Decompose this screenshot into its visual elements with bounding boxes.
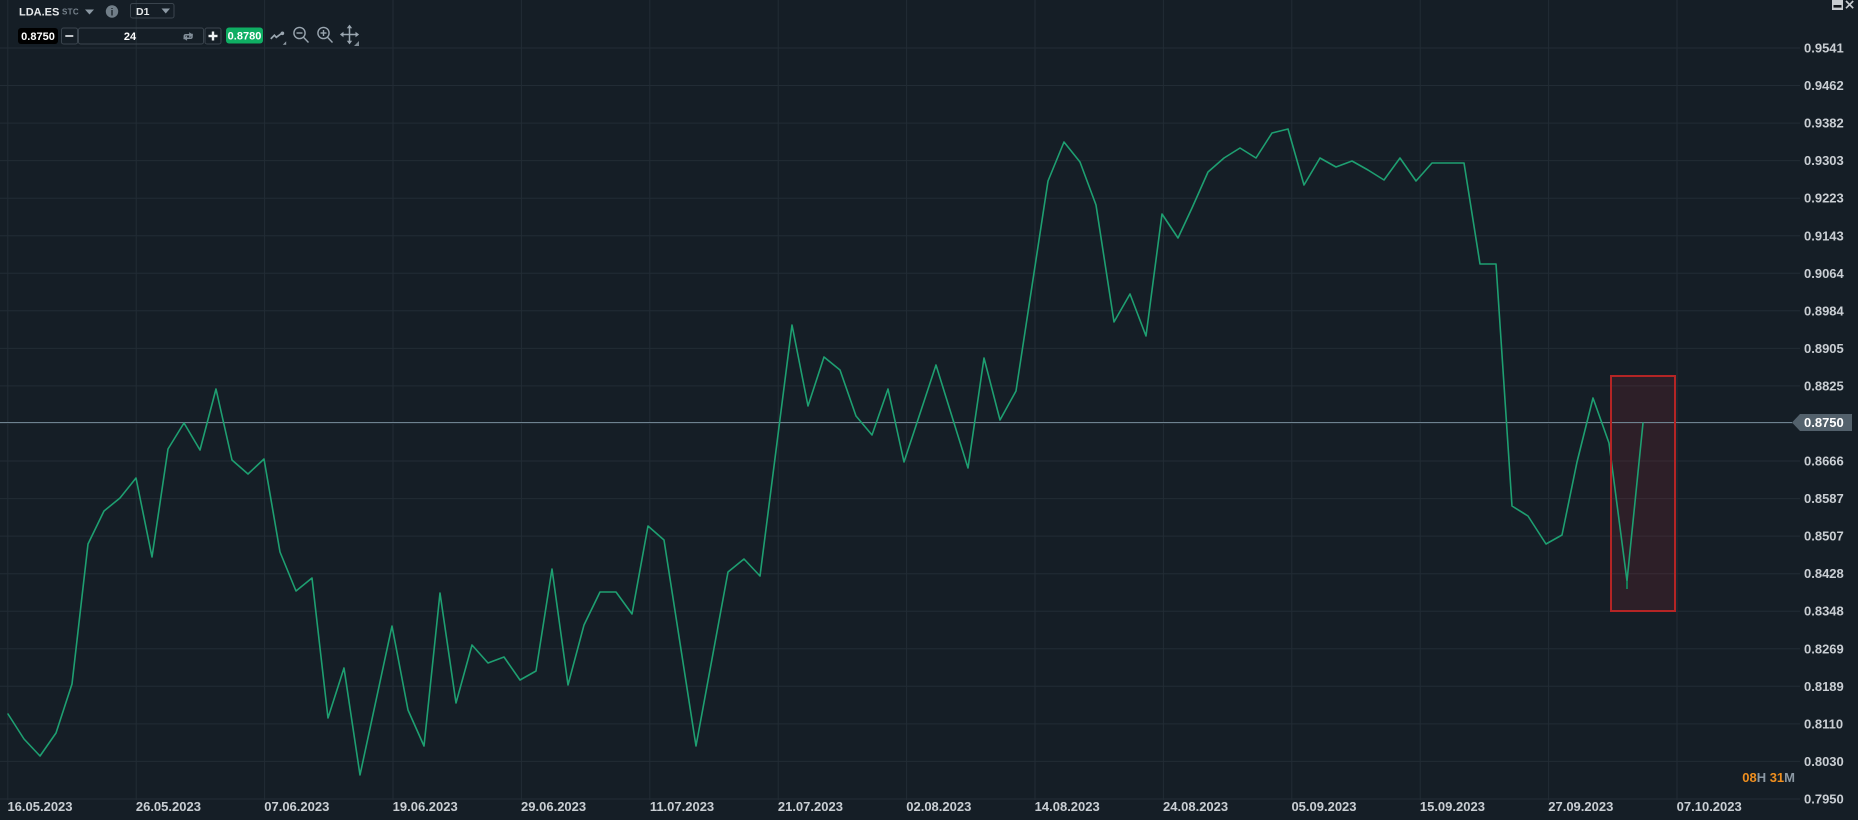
svg-text:0.8780: 0.8780: [228, 31, 262, 43]
svg-text:29.06.2023: 29.06.2023: [521, 799, 586, 814]
svg-text:0.8587: 0.8587: [1804, 491, 1844, 506]
svg-text:0.8905: 0.8905: [1804, 341, 1844, 356]
svg-text:0.8110: 0.8110: [1804, 716, 1843, 731]
svg-text:0.8030: 0.8030: [1804, 754, 1844, 769]
svg-text:0.9064: 0.9064: [1804, 266, 1845, 281]
svg-text:0.8348: 0.8348: [1804, 604, 1844, 619]
svg-text:0.8428: 0.8428: [1804, 566, 1844, 581]
svg-text:0.8750: 0.8750: [21, 31, 55, 43]
svg-text:LDA.ES: LDA.ES: [19, 7, 59, 19]
svg-text:11.07.2023: 11.07.2023: [650, 799, 714, 814]
svg-text:27.09.2023: 27.09.2023: [1548, 799, 1613, 814]
svg-text:24: 24: [124, 31, 137, 43]
svg-text:i: i: [111, 8, 114, 19]
svg-text:D1: D1: [136, 6, 150, 18]
svg-text:14.08.2023: 14.08.2023: [1035, 799, 1100, 814]
svg-text:07.06.2023: 07.06.2023: [264, 799, 329, 814]
svg-text:0.8984: 0.8984: [1804, 303, 1845, 318]
svg-text:07.10.2023: 07.10.2023: [1677, 799, 1742, 814]
svg-text:21.07.2023: 21.07.2023: [778, 799, 843, 814]
svg-text:16.05.2023: 16.05.2023: [7, 799, 72, 814]
svg-text:0.8666: 0.8666: [1804, 454, 1844, 469]
svg-text:0.9223: 0.9223: [1804, 191, 1844, 206]
svg-text:02.08.2023: 02.08.2023: [906, 799, 971, 814]
svg-text:STC: STC: [62, 8, 79, 17]
svg-text:0.8507: 0.8507: [1804, 529, 1844, 544]
svg-text:08H 31M: 08H 31M: [1742, 770, 1795, 785]
svg-text:19.06.2023: 19.06.2023: [393, 799, 458, 814]
svg-text:15.09.2023: 15.09.2023: [1420, 799, 1485, 814]
svg-text:0.8825: 0.8825: [1804, 378, 1844, 393]
svg-text:0.9382: 0.9382: [1804, 116, 1844, 131]
svg-text:0.9541: 0.9541: [1804, 41, 1844, 56]
svg-text:0.9462: 0.9462: [1804, 78, 1844, 93]
svg-text:0.8189: 0.8189: [1804, 679, 1844, 694]
svg-text:0.8269: 0.8269: [1804, 641, 1844, 656]
svg-text:26.05.2023: 26.05.2023: [136, 799, 201, 814]
svg-text:0.8750: 0.8750: [1804, 415, 1844, 430]
svg-text:0.9143: 0.9143: [1804, 228, 1844, 243]
svg-text:05.09.2023: 05.09.2023: [1291, 799, 1356, 814]
svg-text:24.08.2023: 24.08.2023: [1163, 799, 1228, 814]
svg-text:0.9303: 0.9303: [1804, 153, 1844, 168]
svg-text:0.7950: 0.7950: [1804, 792, 1844, 807]
